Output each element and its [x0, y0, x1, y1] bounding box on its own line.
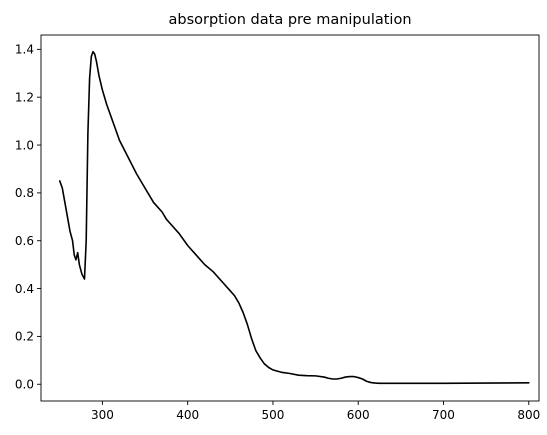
- x-tick-label: 500: [261, 408, 284, 422]
- axes-frame: [40, 34, 540, 402]
- y-tick-label: 1.4: [15, 43, 34, 57]
- y-tick-label: 0.6: [15, 234, 34, 248]
- y-tick-label: 0.4: [15, 282, 34, 296]
- y-tick-label: 0.8: [15, 186, 34, 200]
- y-tick-label: 1.0: [15, 138, 34, 152]
- plot-area: [58, 50, 530, 385]
- x-tick-label: 600: [347, 408, 370, 422]
- axes: 300 400 500 600 700 800 0.0 0.2 0.4 0.6 0.8 1.0 1.2 1…: [15, 34, 540, 422]
- x-tick-label: 400: [176, 408, 199, 422]
- y-tick-label: 1.2: [15, 90, 34, 104]
- chart-title: absorption data pre manipulation: [168, 12, 411, 28]
- y-tick-label: 0.2: [15, 330, 34, 344]
- y-tick-label: 0.0: [15, 378, 34, 392]
- x-tick-label: 700: [432, 408, 455, 422]
- series-line-0: [58, 50, 530, 385]
- x-tick-label: 300: [91, 408, 114, 422]
- x-tick-label: 800: [517, 408, 540, 422]
